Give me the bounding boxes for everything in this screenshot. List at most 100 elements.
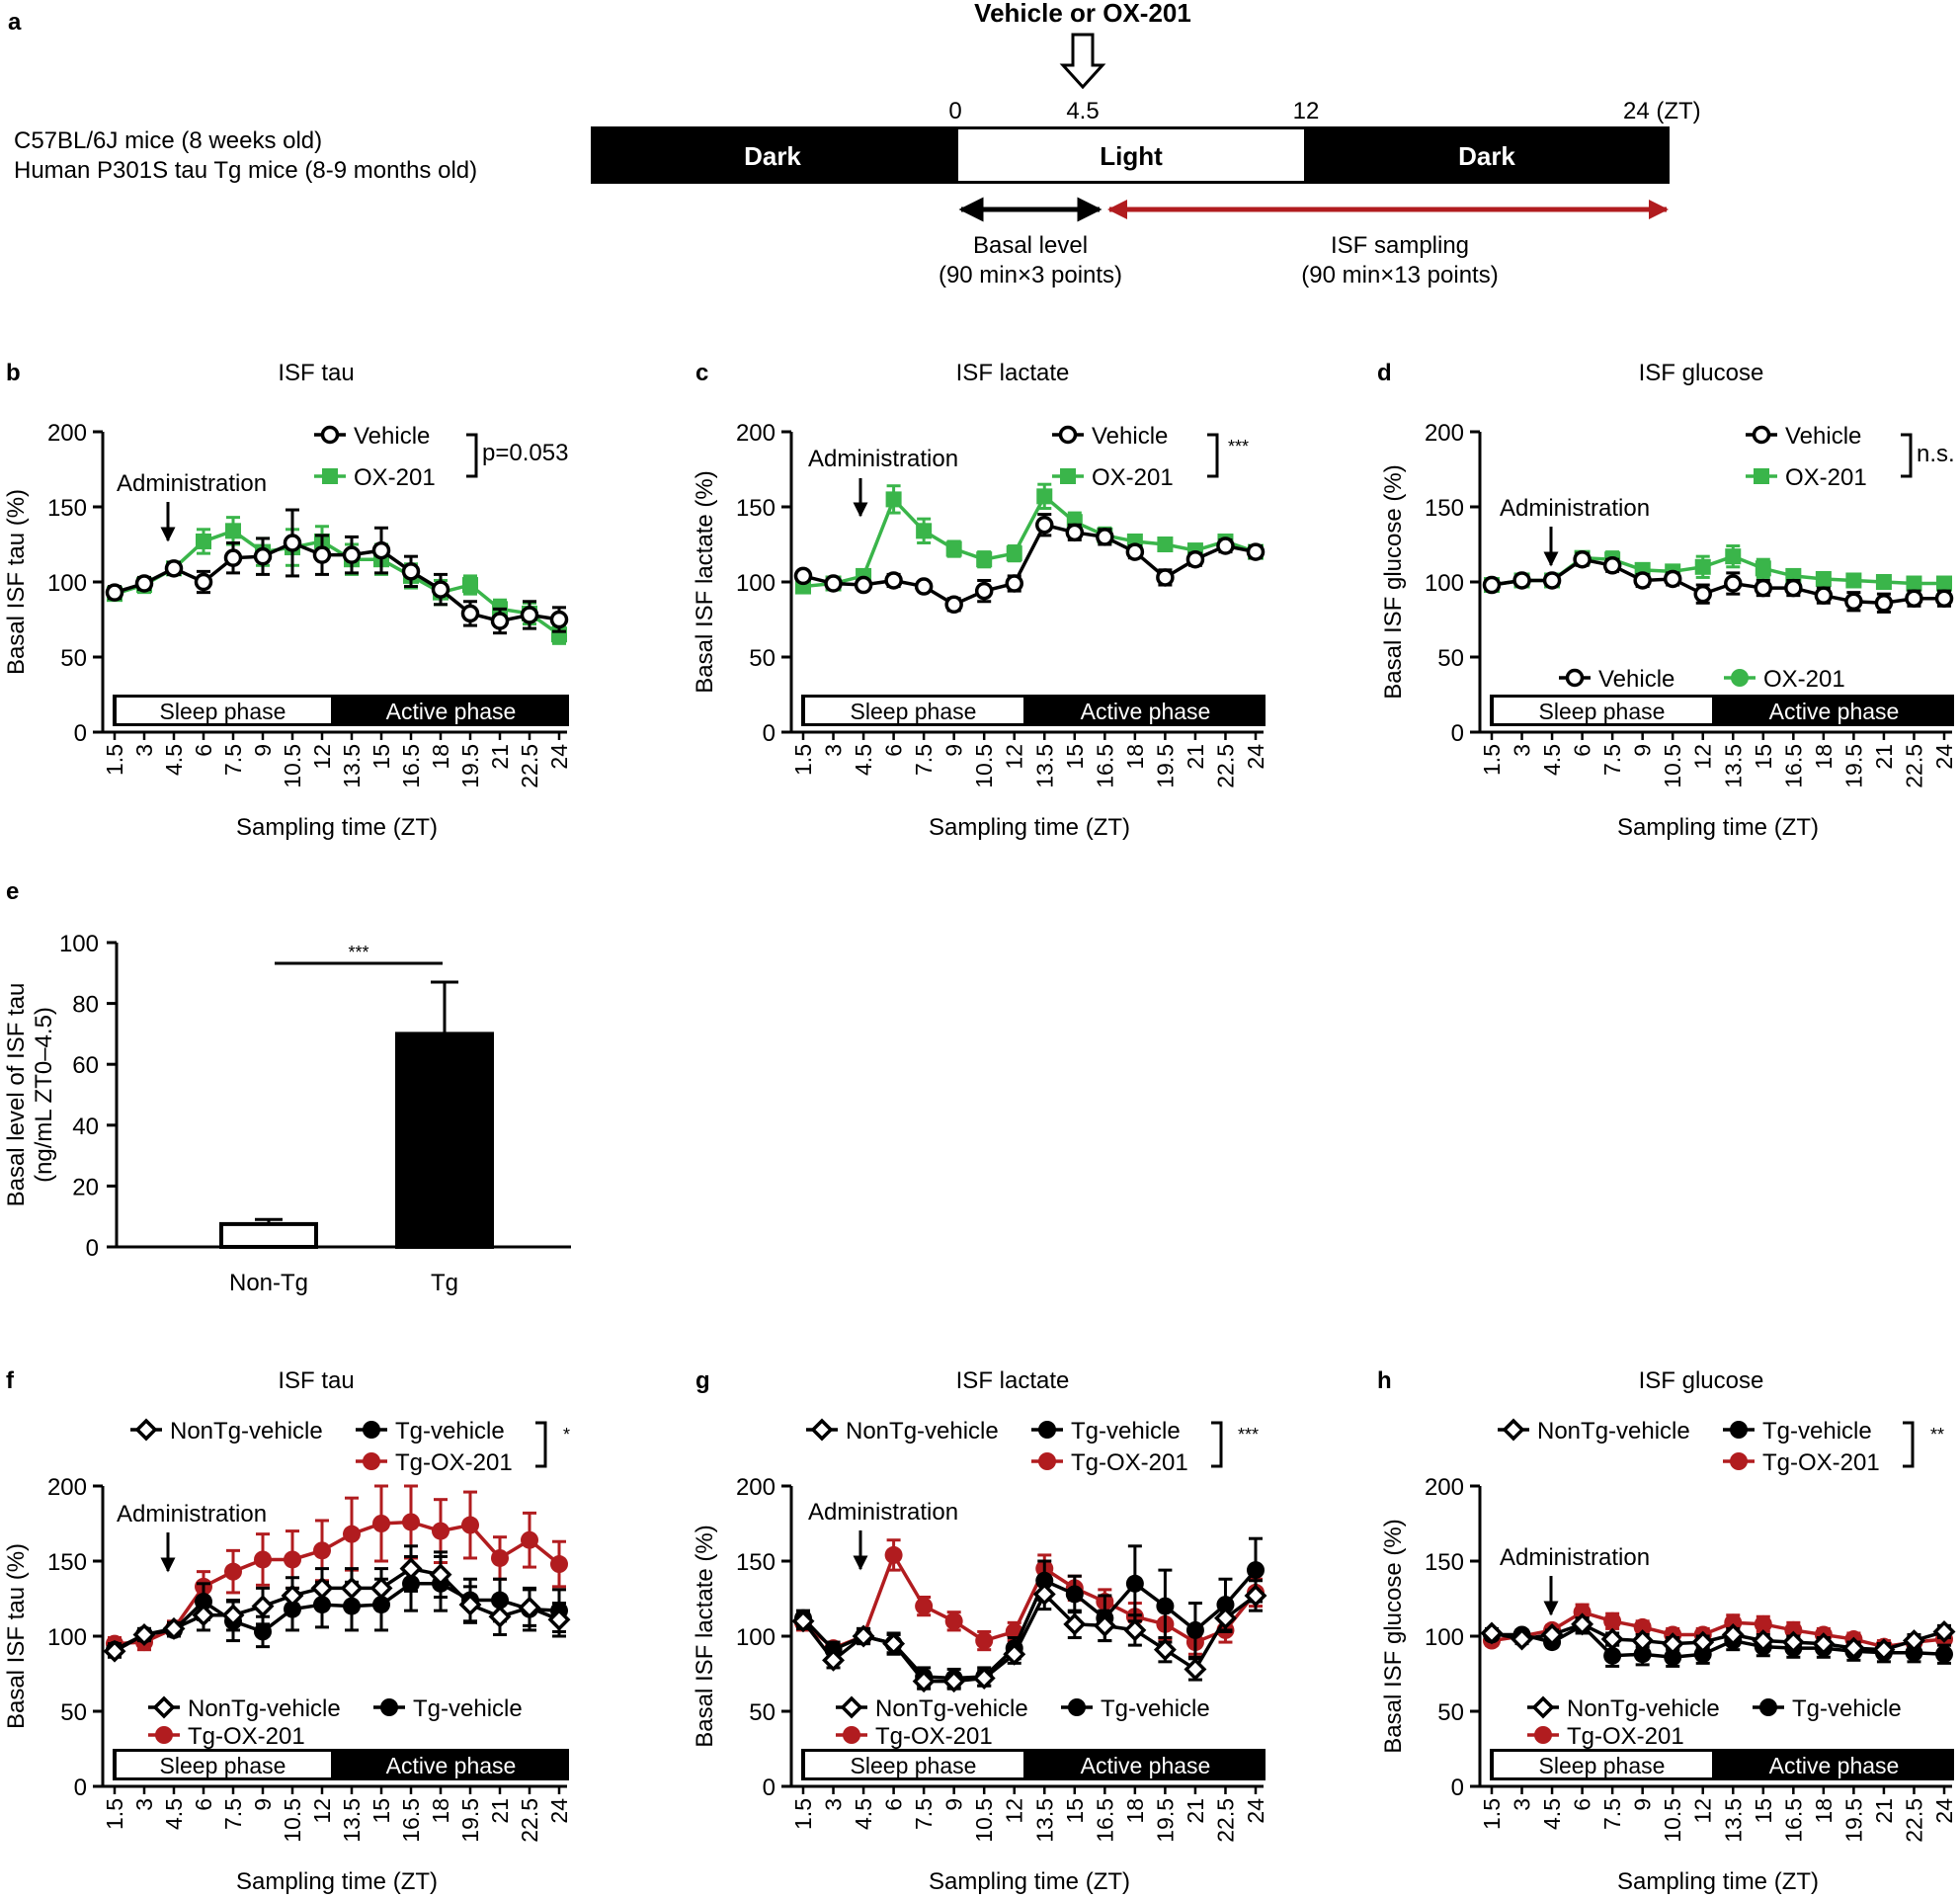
data-point (976, 551, 993, 568)
y-tick-label: 0 (1451, 720, 1464, 747)
data-point (1156, 568, 1175, 587)
x-tick-label: 19.5 (457, 1798, 483, 1843)
x-tick-label: 9 (941, 744, 967, 757)
x-tick-label: 13.5 (1720, 1798, 1746, 1843)
data-point (944, 1611, 963, 1630)
legend2-tg-ox-201-marker (1534, 1726, 1552, 1744)
significance-bracket (466, 433, 478, 478)
series-line (114, 529, 561, 636)
x-tick-label: 9 (250, 1798, 276, 1811)
x-tick-label: 10.5 (280, 1798, 305, 1843)
legend2-nontg-vehicle-label: NonTg-vehicle (875, 1695, 1028, 1722)
x-tick-label: 9 (1630, 744, 1656, 757)
y-tick-label: 200 (47, 420, 87, 447)
panel-c: c ISF lactate 0 50 100 150 200 Basal ISF lactat… (692, 360, 1268, 841)
y-axis-label-2: (ng/mL ZT0–4.5) (31, 1007, 57, 1183)
data-point (520, 606, 539, 624)
x-tick-label: 21 (1183, 744, 1208, 770)
data-point (1661, 1632, 1684, 1656)
significance-bracket (1901, 433, 1913, 478)
x-tick-label: 12 (309, 1798, 335, 1824)
data-point (1725, 548, 1742, 565)
panel-h: h ISF glucose 0 50 100 150 200 Basal ISF glucos… (1377, 1367, 1957, 1895)
y-axis-label: Basal ISF lactate (%) (692, 470, 718, 693)
series-nontg-vehicle (791, 1577, 1267, 1693)
x-tick-label: 22.5 (1212, 744, 1238, 788)
legend2-tg-vehicle-label: Tg-vehicle (413, 1695, 523, 1722)
data-point (1633, 571, 1652, 590)
data-point (944, 595, 963, 615)
x-tick-label: 3 (131, 744, 157, 757)
treatment-label: Vehicle or OX-201 (974, 0, 1191, 28)
x-tick-label: 15 (1751, 744, 1776, 770)
x-tick-label: 22.5 (517, 744, 542, 788)
sleep-phase-box (805, 698, 1023, 723)
y-tick-label: 50 (1437, 1699, 1464, 1726)
data-point (822, 1648, 846, 1672)
x-tick-label: 18 (428, 1798, 453, 1824)
x-tick-label: 21 (487, 744, 513, 770)
x-tick-label: 7.5 (220, 1798, 246, 1830)
y-axis-label: Basal ISF glucose (%) (1380, 464, 1407, 699)
data-point (223, 548, 243, 567)
legend-vehicle-marker (320, 425, 340, 445)
timeline-light-segment (958, 129, 1304, 181)
x-tick-label: 7.5 (1599, 1798, 1625, 1830)
y-tick-label: 150 (47, 1549, 87, 1576)
data-point (1663, 569, 1682, 589)
series-nontg-vehicle (103, 1544, 571, 1663)
data-point (192, 1604, 215, 1627)
data-point (1511, 1627, 1534, 1651)
data-point (916, 523, 933, 539)
data-point (283, 534, 302, 552)
x-tick-label: 7.5 (911, 744, 937, 776)
x-tick-label: 9 (941, 1798, 967, 1811)
x-tick-label: 15 (368, 744, 394, 770)
data-point (1936, 575, 1952, 592)
y-tick-label: 200 (736, 1474, 776, 1501)
timeline-tick-24: 24 (ZT) (1623, 98, 1701, 124)
x-tick-label: 13.5 (1031, 744, 1057, 788)
panel-g: g ISF lactate 0 50 100 150 200 Basal ISF lactat… (692, 1367, 1268, 1895)
data-point (431, 580, 450, 599)
legend-vehicle-label: Vehicle (1785, 423, 1861, 450)
y-tick-label: 150 (736, 1549, 776, 1576)
y-tick-label: 20 (72, 1174, 99, 1200)
panel-b: b ISF tau 0 50 100 150 200 Basal ISF tau (%) 1.5… (3, 360, 572, 841)
panel-title: ISF lactate (956, 1367, 1070, 1394)
active-phase-label: Active phase (1769, 1753, 1900, 1778)
legend-tg-ox-201-marker (363, 1452, 380, 1470)
y-tick-label: 100 (47, 1624, 87, 1651)
x-tick-label: 18 (1122, 1798, 1148, 1824)
data-point (1125, 542, 1145, 561)
data-point (342, 545, 362, 564)
data-point (1184, 1657, 1207, 1681)
panel-title: ISF lactate (956, 360, 1070, 386)
data-point (1693, 584, 1712, 604)
active-phase-label: Active phase (1081, 1753, 1211, 1778)
data-point (369, 1576, 393, 1600)
data-point (975, 1631, 994, 1650)
y-tick-label: 200 (1425, 420, 1464, 447)
legend-ox-201-label: OX-201 (1092, 464, 1174, 491)
x-tick-label: 9 (1630, 1798, 1656, 1811)
data-point (312, 545, 332, 564)
legend2-tg-vehicle-marker (1068, 1698, 1086, 1716)
x-tick-label: 12 (1690, 744, 1716, 770)
data-point (221, 1604, 245, 1627)
data-point (490, 612, 510, 630)
x-tick-label: 12 (1002, 1798, 1027, 1824)
x-axis-label: Sampling time (ZT) (1617, 1868, 1819, 1895)
series-line (114, 1520, 561, 1646)
x-tick-label: 10.5 (1660, 744, 1685, 788)
x-tick-label: 22.5 (1212, 1798, 1238, 1843)
data-point (164, 559, 184, 578)
data-point (972, 1667, 996, 1691)
data-point (1036, 488, 1053, 505)
data-point (1721, 1623, 1745, 1646)
data-point (488, 1605, 512, 1628)
sleep-phase-box (1494, 698, 1712, 723)
data-point (854, 575, 873, 595)
legend-vehicle-marker (1752, 425, 1771, 445)
x-tick-label: 13.5 (1031, 1798, 1057, 1843)
